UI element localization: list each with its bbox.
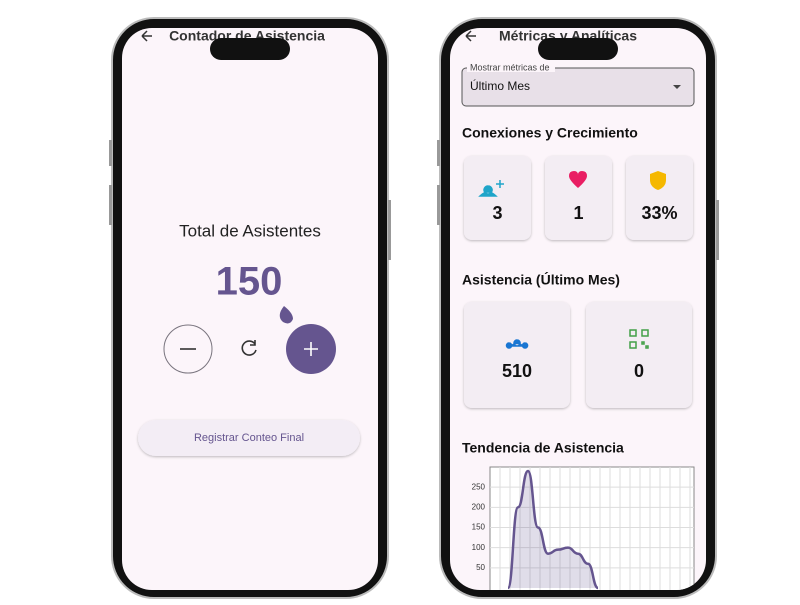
stat-value: 33% [641,203,677,223]
section-title: Tendencia de Asistencia [462,440,624,456]
stat-card [545,156,612,240]
dropdown-label: Mostrar métricas de [470,62,550,72]
count-value: 150 [216,260,283,304]
right-screen: Métricas y Analíticas Mostrar métricas d… [450,28,706,590]
stat-icon [505,339,529,349]
section-title: Conexiones y Crecimiento [462,125,638,141]
stat-card [586,302,692,408]
y-tick-label: 200 [472,502,486,511]
final-count-button[interactable] [138,420,360,456]
stat-icon [650,171,666,190]
dynamic-island [538,38,618,60]
side-button [388,200,391,260]
side-button [437,140,440,166]
stat-icon [629,329,649,349]
y-tick-label: 250 [472,482,486,491]
dynamic-island [210,38,290,60]
back-icon[interactable] [141,30,152,42]
trend-area [508,471,598,588]
dropdown[interactable] [461,67,695,107]
stat-value: 3 [492,203,502,223]
drop-icon [279,306,293,324]
left-screen: Contador de Asistencia Total de Asistent… [122,28,378,590]
side-button [109,140,112,166]
dropdown-value: Último Mes [470,78,530,93]
stat-value: 0 [634,361,644,381]
dropdown-label-bg [467,62,555,72]
stat-icon [569,171,587,188]
stat-value: 510 [502,361,532,381]
side-button [716,200,719,260]
back-icon[interactable] [465,30,476,42]
section-title: Asistencia (Último Mes) [462,271,620,288]
count-label: Total de Asistentes [179,221,321,240]
y-tick-label: 100 [472,543,486,552]
stat-card [626,156,693,240]
y-tick-label: 150 [472,523,486,532]
side-button [437,185,440,225]
stat-value: 1 [573,203,583,223]
stat-card [464,156,531,240]
reset-button[interactable] [241,340,257,356]
side-button [109,185,112,225]
plus-icon [304,342,318,356]
trend-line [506,469,599,590]
y-tick-label: 50 [476,563,485,572]
decrement-button[interactable] [163,324,213,374]
screen-bg [122,28,378,590]
header-title: Contador de Asistencia [169,28,325,44]
dropdown-arrow [673,85,681,89]
stat-icon [478,180,504,197]
stat-card [464,302,570,408]
button-label: Registrar Conteo Final [194,432,304,444]
